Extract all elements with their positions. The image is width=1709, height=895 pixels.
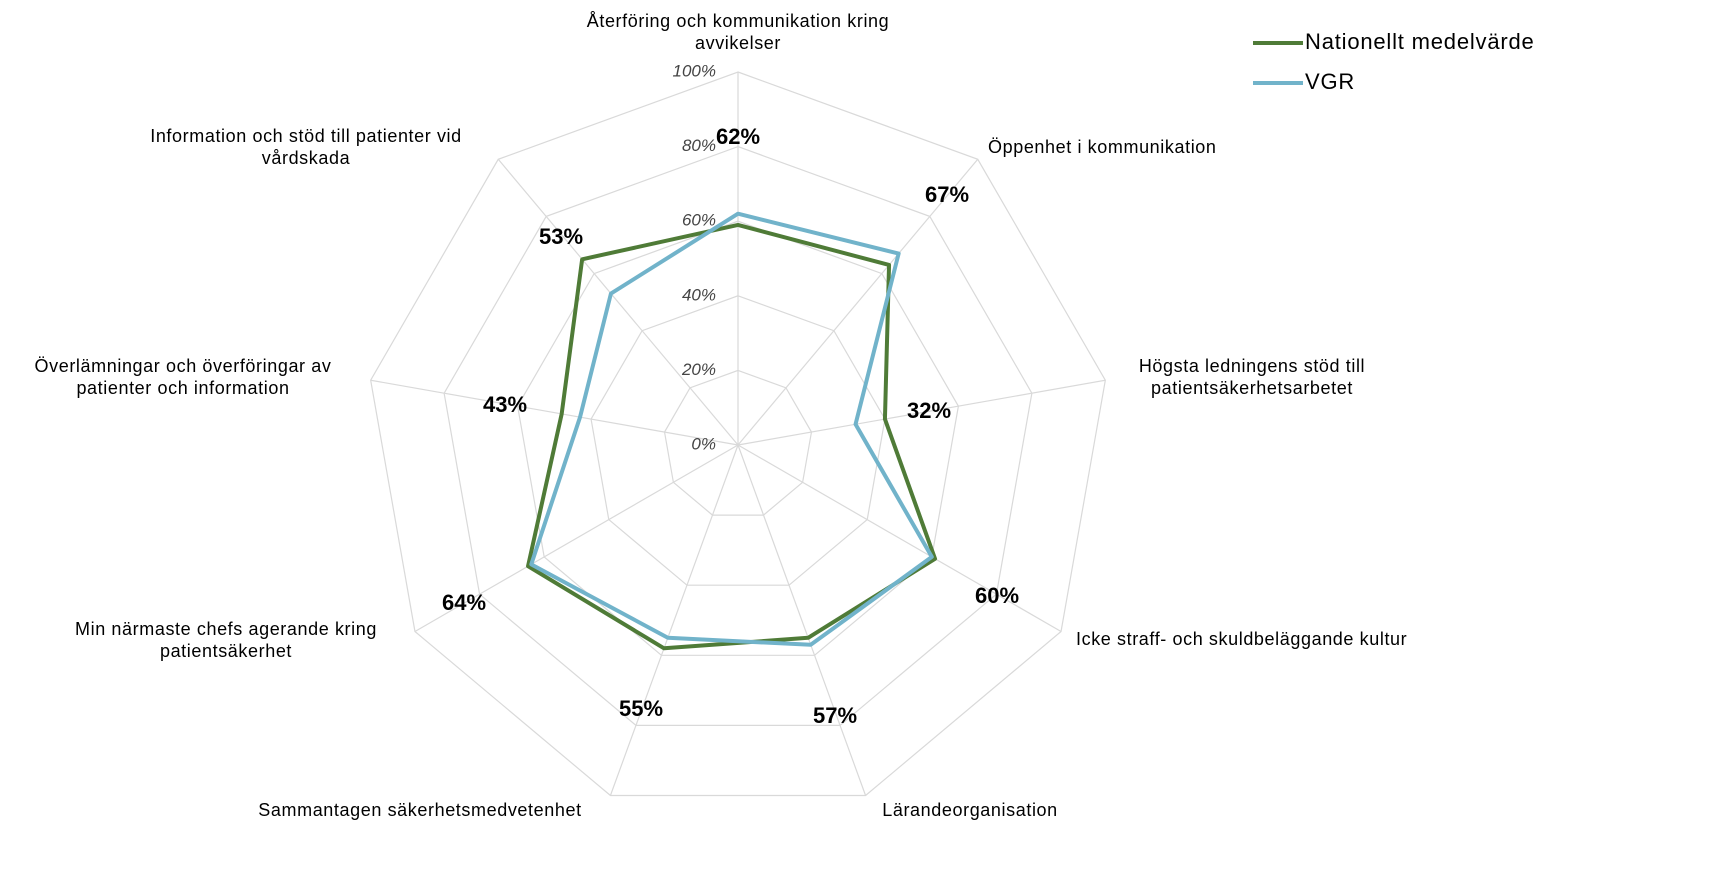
category-line: patientsäkerhetsarbetet [1151, 378, 1353, 398]
category-line: Överlämningar och överföringar av [35, 356, 332, 376]
category-line: vårdskada [262, 148, 351, 168]
data-label: 67% [925, 182, 969, 207]
spoke [737, 379, 1106, 446]
category-label: Öppenhet i kommunikation [988, 137, 1217, 157]
category-label: Information och stöd till patienter vid v… [150, 126, 462, 168]
spoke [737, 444, 1062, 633]
tick-label: 80% [682, 136, 716, 155]
legend-label: VGR [1305, 69, 1355, 94]
data-label: 55% [619, 696, 663, 721]
legend-label: Nationellt medelvärde [1305, 29, 1535, 54]
spoke [737, 158, 979, 446]
tick-label: 100% [673, 61, 716, 80]
category-line: Öppenhet i kommunikation [988, 137, 1217, 157]
category-line: patientsäkerhet [160, 641, 292, 661]
category-line: patienter och information [76, 378, 289, 398]
grid-line [370, 71, 1106, 797]
category-label: Återföring och kommunikation kring avvike… [587, 11, 890, 53]
spoke [497, 158, 739, 446]
category-line: Högsta ledningens stöd till [1139, 356, 1365, 376]
category-label: Överlämningar och överföringar av patient… [35, 356, 332, 398]
spoke [414, 444, 739, 633]
tick-label: 20% [681, 360, 716, 379]
category-line: Sammantagen säkerhetsmedvetenhet [258, 800, 581, 820]
spoke [370, 379, 739, 446]
category-line: Information och stöd till patienter vid [150, 126, 462, 146]
grid-line [663, 369, 813, 516]
grid-line [516, 220, 960, 656]
grid-line [443, 145, 1033, 727]
tick-label: 0% [691, 434, 716, 453]
data-label: 32% [907, 398, 951, 423]
category-line: avvikelser [695, 33, 781, 53]
data-label: 64% [442, 590, 486, 615]
data-label: 57% [813, 703, 857, 728]
series-line [529, 211, 934, 647]
data-label: 43% [483, 392, 527, 417]
spoke [609, 444, 739, 796]
category-line: Återföring och kommunikation kring [587, 11, 890, 31]
data-label: 60% [975, 583, 1019, 608]
category-label: Sammantagen säkerhetsmedvetenhet [258, 800, 581, 820]
category-line: Lärandeorganisation [882, 800, 1058, 820]
category-label: Lärandeorganisation [882, 800, 1058, 820]
category-label: Icke straff- och skuldbeläggande kultur [1076, 629, 1407, 649]
category-label: Högsta ledningens stöd till patientsäkerh… [1139, 356, 1365, 398]
data-label: 62% [716, 124, 760, 149]
data-label: 53% [539, 224, 583, 249]
tick-label: 60% [682, 211, 716, 230]
category-label: Min närmaste chefs agerande kring patient… [75, 619, 377, 661]
grid-line [590, 295, 886, 586]
category-line: Min närmaste chefs agerande kring [75, 619, 377, 639]
category-line: Icke straff- och skuldbeläggande kultur [1076, 629, 1407, 649]
tick-label: 40% [682, 285, 716, 304]
spoke [737, 444, 867, 796]
